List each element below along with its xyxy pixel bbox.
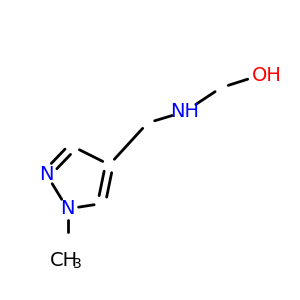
Text: NH: NH [170,102,199,121]
Text: N: N [60,200,75,218]
Text: 3: 3 [73,256,82,271]
Text: OH: OH [252,66,282,85]
Text: CH: CH [50,251,78,270]
Text: N: N [39,165,54,184]
